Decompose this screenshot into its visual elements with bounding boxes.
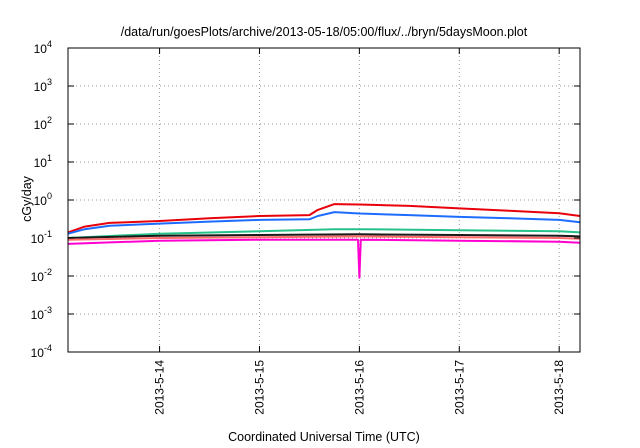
data-series [67,203,581,279]
series-line-3 [67,228,581,239]
series-line-6 [67,238,581,279]
series-line-5 [67,235,581,241]
y-tick-label: 102 [34,115,52,132]
grid [68,48,580,352]
x-tick-label: 2013-5-15 [252,360,266,415]
y-tick-label: 100 [34,191,52,208]
x-axis-label: Coordinated Universal Time (UTC) [228,430,420,444]
x-tick-label: 2013-5-14 [153,360,167,415]
series-line-2 [67,211,581,235]
y-tick-label: 103 [34,77,52,94]
x-tick-label: 2013-5-17 [452,360,466,415]
y-tick-label: 10-3 [31,305,52,322]
x-tick-label: 2013-5-16 [352,360,366,415]
y-ticks: 10-4 10-3 10-2 10-1 100 101 102 103 104 [31,39,580,360]
y-tick-label: 10-1 [31,229,52,246]
chart-title: /data/run/goesPlots/archive/2013-05-18/0… [121,25,528,39]
x-ticks: 2013-5-14 2013-5-15 2013-5-16 2013-5-17 2013… [153,48,566,415]
y-tick-label: 10-2 [31,267,52,284]
series-line-1 [67,203,581,234]
y-axis-label: cGy/day [20,175,34,222]
x-tick-label: 2013-5-18 [552,360,566,415]
series-line-4 [67,233,581,239]
y-tick-label: 104 [34,39,52,56]
y-tick-label: 101 [34,153,52,170]
y-tick-label: 10-4 [31,343,52,360]
